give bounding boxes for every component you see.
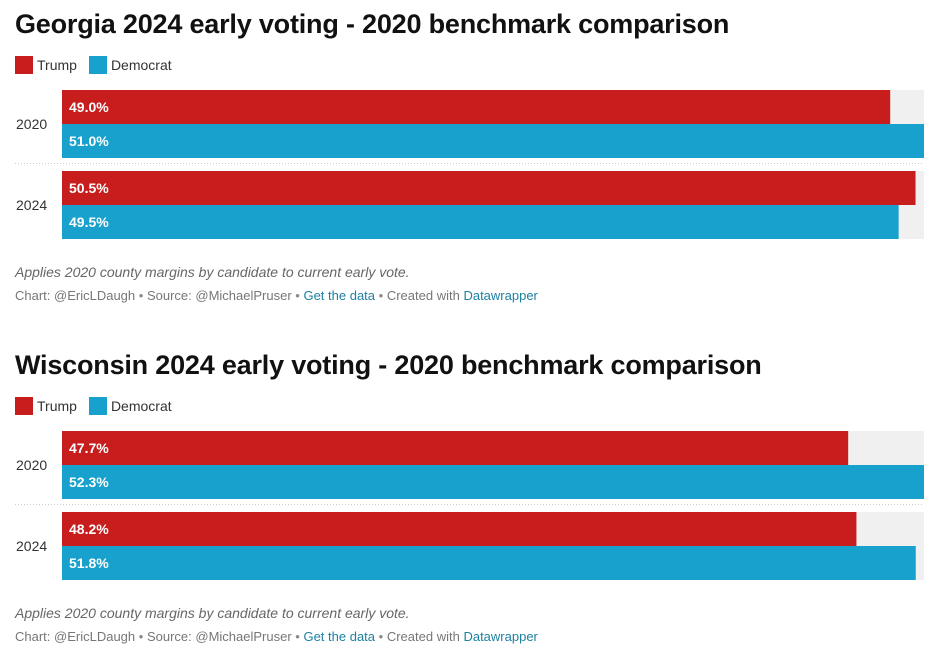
data-label: 50.5% bbox=[69, 180, 109, 196]
bar-democrat-2020 bbox=[62, 124, 924, 158]
bar-trump-2024 bbox=[62, 512, 857, 546]
get-the-data-link[interactable]: Get the data bbox=[303, 288, 376, 303]
data-label: 49.0% bbox=[69, 99, 109, 115]
chart-footer: Chart: @EricLDaugh • Source: @MichaelPru… bbox=[15, 288, 538, 303]
data-label: 52.3% bbox=[69, 474, 109, 490]
get-the-data-link[interactable]: Get the data bbox=[303, 629, 376, 644]
source-credit: Source: @MichaelPruser bbox=[146, 629, 292, 644]
legend-label-democrat: Democrat bbox=[110, 57, 172, 73]
separator-dot: • bbox=[295, 629, 300, 644]
chart-note: Applies 2020 county margins by candidate… bbox=[15, 605, 410, 621]
category-label: 2024 bbox=[16, 197, 47, 213]
data-label: 47.7% bbox=[69, 440, 109, 456]
separator-dot: • bbox=[295, 288, 300, 303]
legend-item-trump: Trump bbox=[15, 56, 77, 74]
chart-title: Wisconsin 2024 early voting - 2020 bench… bbox=[15, 350, 762, 380]
bar-trump-2020 bbox=[62, 90, 891, 124]
created-with-text: Created with bbox=[386, 629, 460, 644]
legend: Trump Democrat bbox=[15, 55, 184, 75]
data-label: 51.0% bbox=[69, 133, 109, 149]
bar-chart: 47.7% 52.3% 2020 48.2% 51.8% 2024 bbox=[15, 431, 924, 580]
chart-title: Georgia 2024 early voting - 2020 benchma… bbox=[15, 9, 730, 39]
source-credit: Source: @MichaelPruser bbox=[146, 288, 292, 303]
separator-dot: • bbox=[138, 288, 144, 303]
separator-dot: • bbox=[378, 288, 384, 303]
legend-item-democrat: Democrat bbox=[88, 56, 172, 74]
separator-dot: • bbox=[378, 629, 384, 644]
bar-chart: 49.0% 51.0% 2020 50.5% 49.5% 2024 bbox=[15, 90, 924, 239]
category-label: 2020 bbox=[16, 116, 47, 132]
bar-democrat-2024 bbox=[62, 205, 899, 239]
chart-footer: Chart: @EricLDaugh • Source: @MichaelPru… bbox=[15, 629, 538, 644]
datawrapper-link[interactable]: Datawrapper bbox=[463, 629, 538, 644]
category-label: 2020 bbox=[16, 457, 47, 473]
data-label: 49.5% bbox=[69, 214, 109, 230]
legend-swatch-trump bbox=[15, 397, 33, 415]
bar-trump-2020 bbox=[62, 431, 849, 465]
legend-item-trump: Trump bbox=[15, 397, 77, 415]
bar-democrat-2020 bbox=[62, 465, 924, 499]
legend-label-trump: Trump bbox=[37, 398, 77, 414]
separator-dot: • bbox=[138, 629, 144, 644]
legend: Trump Democrat bbox=[15, 396, 184, 416]
legend-swatch-democrat bbox=[88, 397, 107, 415]
chart-credit: Chart: @EricLDaugh bbox=[15, 288, 136, 303]
chart-credit: Chart: @EricLDaugh bbox=[15, 629, 136, 644]
legend-label-democrat: Democrat bbox=[110, 398, 172, 414]
data-label: 48.2% bbox=[69, 521, 109, 537]
category-label: 2024 bbox=[16, 538, 47, 554]
datawrapper-link[interactable]: Datawrapper bbox=[463, 288, 538, 303]
legend-swatch-trump bbox=[15, 56, 33, 74]
legend-item-democrat: Democrat bbox=[88, 397, 172, 415]
data-label: 51.8% bbox=[69, 555, 109, 571]
bar-democrat-2024 bbox=[62, 546, 916, 580]
legend-label-trump: Trump bbox=[37, 57, 77, 73]
created-with-text: Created with bbox=[386, 288, 460, 303]
legend-swatch-democrat bbox=[88, 56, 107, 74]
bar-trump-2024 bbox=[62, 171, 916, 205]
chart-note: Applies 2020 county margins by candidate… bbox=[15, 264, 410, 280]
